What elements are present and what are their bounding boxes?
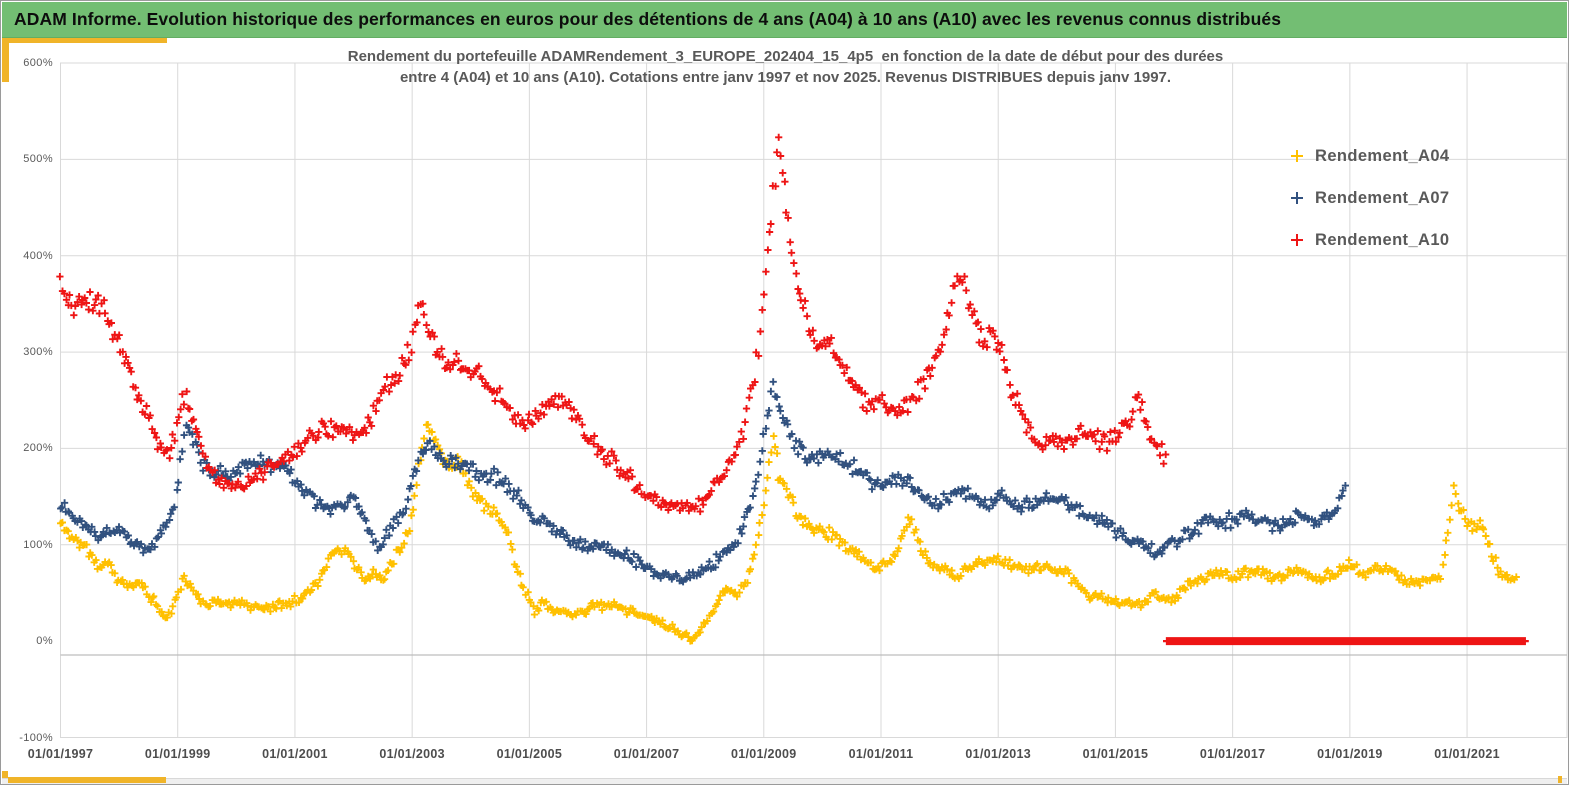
x-tick-label: 01/01/1997 (27, 747, 94, 761)
chart-legend: Rendement_A04 Rendement_A07 Rendement_A10 (1289, 135, 1450, 261)
legend-plus-marker-icon (1291, 234, 1303, 246)
x-tick-label: 01/01/2017 (1199, 747, 1266, 761)
series-Rendement_A07 (57, 378, 1349, 586)
legend-plus-marker-icon (1291, 150, 1303, 162)
accent-bar-left (2, 38, 9, 82)
plot-border (60, 62, 1568, 738)
legend-item-Rendement_A04[interactable]: Rendement_A04 (1289, 135, 1450, 177)
x-tick-label: 01/01/2003 (379, 747, 445, 761)
y-tick-label: 200% (23, 442, 53, 455)
x-tick-label: 01/01/2009 (731, 747, 797, 761)
legend-label: Rendement_A07 (1315, 188, 1450, 207)
x-tick-label: 01/01/2001 (262, 747, 328, 761)
legend-label: Rendement_A04 (1315, 146, 1450, 165)
y-tick-label: 300% (23, 346, 53, 359)
y-tick-label: 600% (23, 57, 53, 69)
legend-item-Rendement_A07[interactable]: Rendement_A07 (1289, 177, 1450, 219)
bottom-strip (2, 778, 1567, 784)
legend-plus-marker-icon (1291, 192, 1303, 204)
legend-label: Rendement_A10 (1315, 230, 1450, 249)
x-tick-label: 01/01/2021 (1434, 747, 1500, 761)
x-tick-label: 01/01/2019 (1317, 747, 1383, 761)
accent-bar-top (9, 38, 167, 43)
series-Rendement_A10-zero-run (1163, 637, 1529, 646)
y-tick-label: -100% (19, 731, 53, 744)
x-tick-label: 01/01/2013 (965, 747, 1031, 761)
accent-mark-bottom-right (1558, 776, 1562, 783)
report-title: ADAM Informe. Evolution historique des p… (14, 9, 1282, 29)
series-Rendement_A04 (57, 421, 1520, 645)
x-tick-label: 01/01/2007 (613, 747, 680, 761)
y-tick-label: 400% (23, 249, 53, 262)
accent-bar-bottom (8, 777, 166, 783)
chart-title-line2: entre 4 (A04) et 10 ans (A10). Cotations… (399, 69, 1172, 86)
series-Rendement_A10 (56, 133, 1170, 516)
y-tick-label: 500% (23, 153, 53, 166)
accent-bar-bottom-left (2, 771, 8, 784)
x-tick-label: 01/01/2005 (496, 747, 563, 761)
legend-item-Rendement_A10[interactable]: Rendement_A10 (1289, 219, 1450, 261)
x-tick-label: 01/01/1999 (144, 747, 211, 761)
chart-title-line1: Rendement du portefeuille ADAMRendement_… (347, 48, 1224, 65)
x-tick-label: 01/01/2015 (1082, 747, 1149, 761)
y-tick-label: 0% (36, 635, 53, 648)
y-tick-label: 100% (23, 538, 53, 551)
report-header: ADAM Informe. Evolution historique des p… (2, 2, 1567, 38)
x-tick-label: 01/01/2011 (848, 747, 914, 761)
